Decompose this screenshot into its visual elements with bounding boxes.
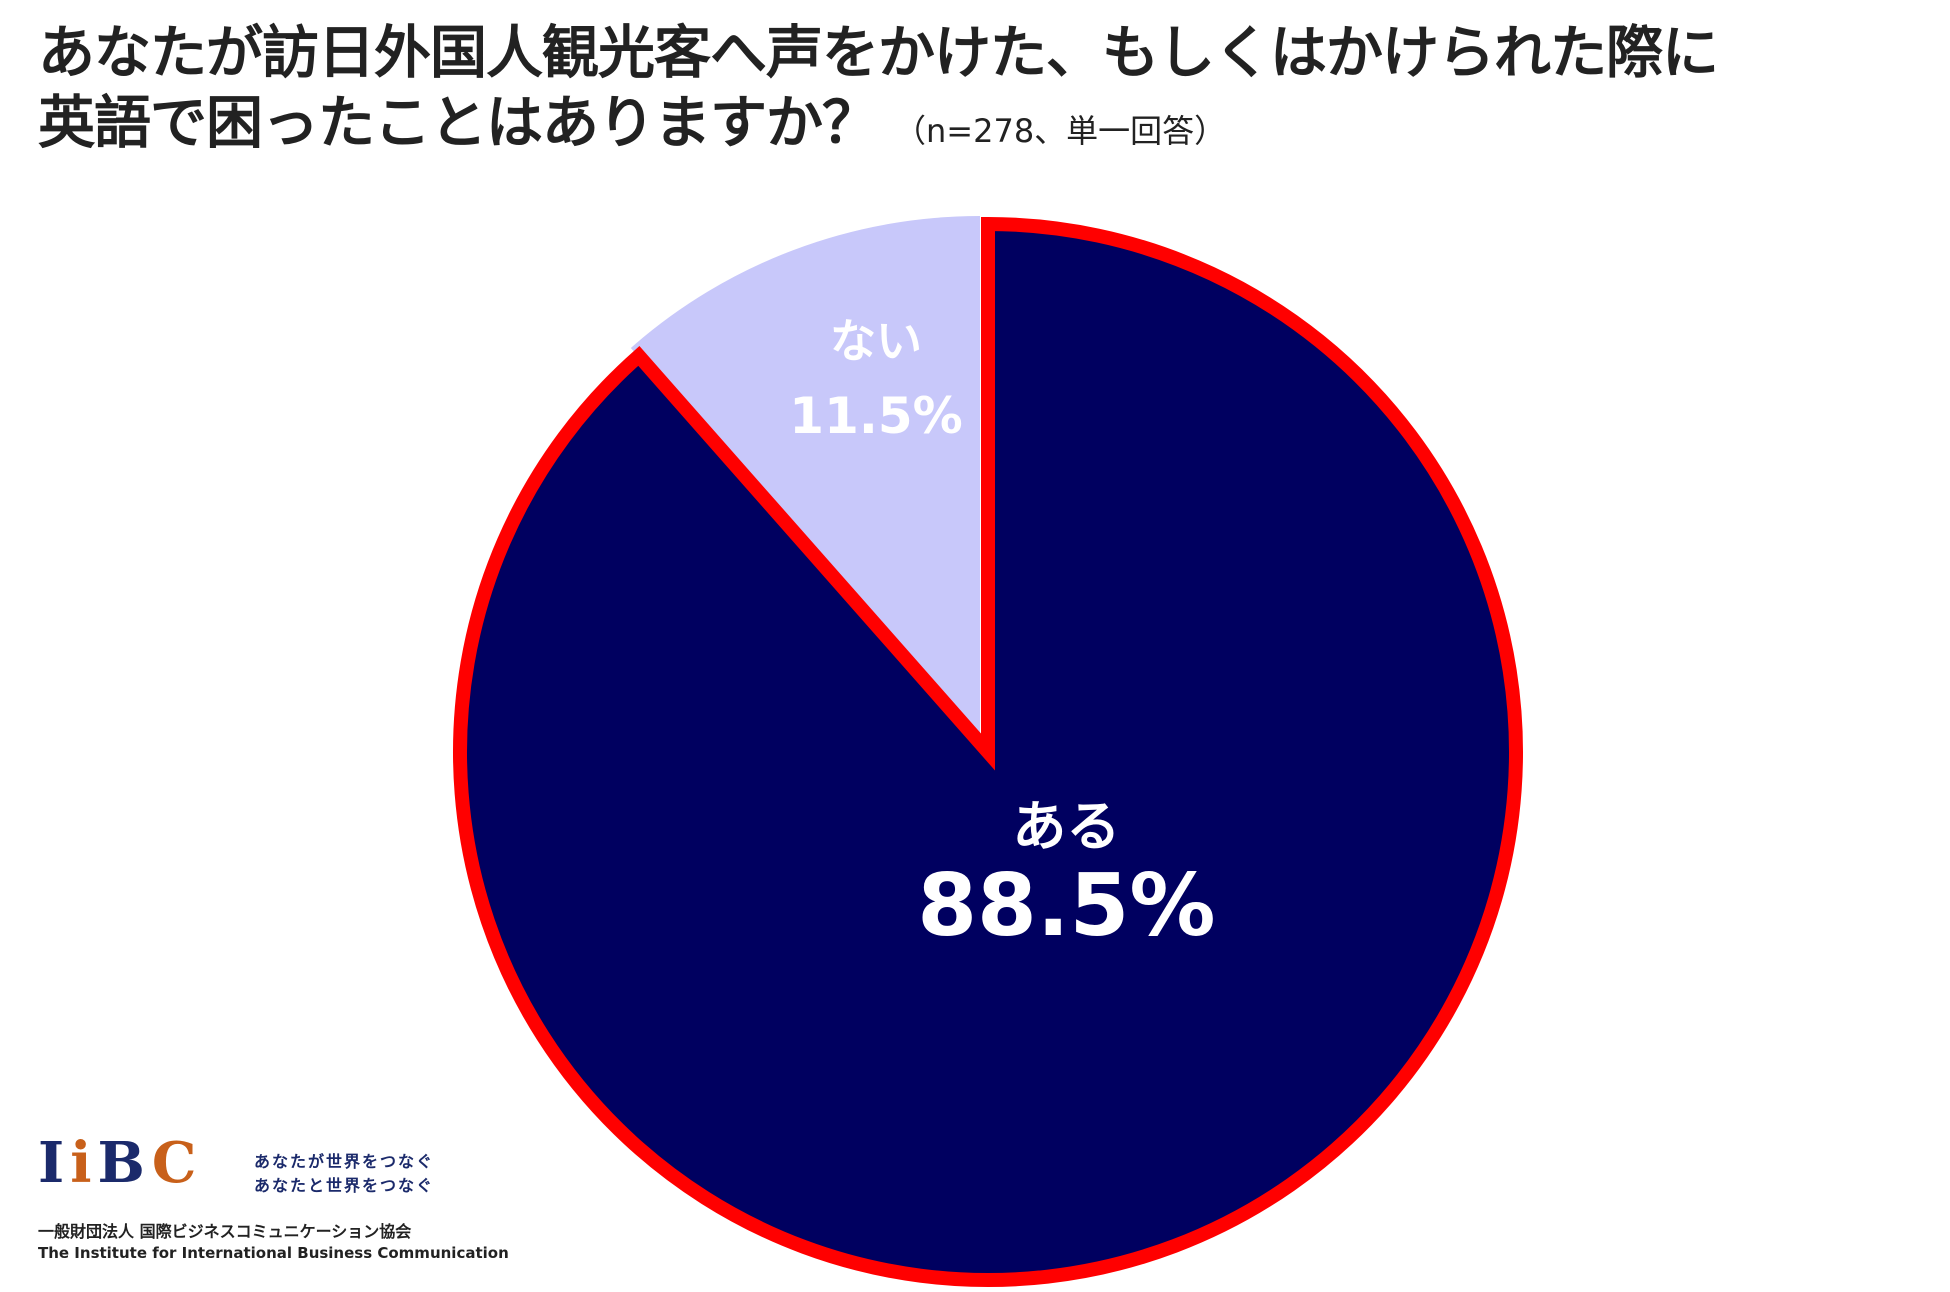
title-line-1: あなたが訪日外国人観光客へ声をかけた、もしくはかけられた際に: [38, 20, 1719, 86]
chart-title: あなたが訪日外国人観光客へ声をかけた、もしくはかけられた際に 英語で困ったことは…: [38, 18, 1928, 166]
logo-slogan: あなたが世界をつなぐ あなたと世界をつなぐ: [254, 1150, 434, 1198]
slice-category-label-1: ある: [1012, 795, 1120, 858]
logo-letter-1: I: [38, 1130, 71, 1196]
slice-value-label-2: 11.5%: [789, 387, 962, 445]
slice-value-label-1: 88.5%: [917, 856, 1215, 956]
logo-letter-4: C: [151, 1130, 203, 1196]
slice-category-label-2: ない: [830, 314, 922, 368]
logo-mark: IiBC あなたが世界をつなぐ あなたと世界をつなぐ: [38, 1122, 478, 1202]
pie-slices: [453, 216, 1523, 1287]
chart-subtitle: （n=278、単一回答）: [894, 112, 1227, 150]
title-line-2: 英語で困ったことはありますか？ （n=278、単一回答）: [38, 88, 1928, 166]
pie-slice-1: [453, 216, 1523, 1287]
slogan-line-1: あなたが世界をつなぐ: [254, 1152, 435, 1171]
logo-letter-2: i: [70, 1130, 98, 1196]
pie-slice-2: [630, 216, 980, 744]
iibc-logo: IiBC あなたが世界をつなぐ あなたと世界をつなぐ 一般財団法人 国際ビジネス…: [38, 1122, 509, 1272]
slogan-line-2: あなたと世界をつなぐ: [254, 1176, 435, 1195]
title-line-2-text: 英語で困ったことはありますか？: [38, 90, 879, 156]
org-name-japanese: 一般財団法人 国際ビジネスコミュニケーション協会: [38, 1222, 412, 1241]
logo-wordmark: IiBC: [38, 1128, 202, 1198]
logo-letter-3: B: [97, 1130, 152, 1196]
org-name-english: The Institute for International Business…: [38, 1244, 509, 1262]
